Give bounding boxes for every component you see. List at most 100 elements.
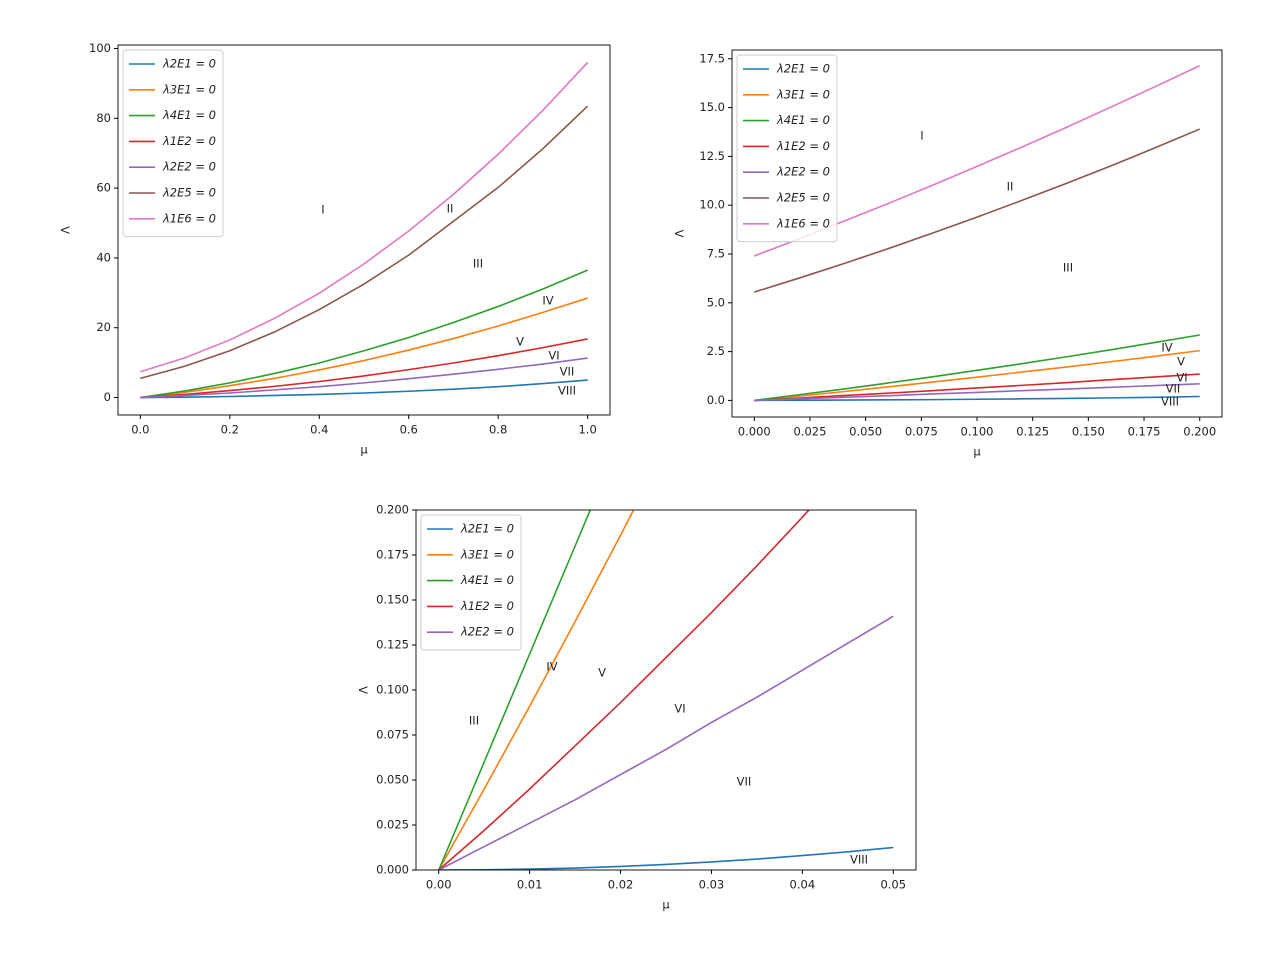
legend-label: λ3E1 = 0 xyxy=(460,547,514,561)
series-line xyxy=(140,379,588,399)
legend: λ2E1 = 0 λ3E1 = 0 λ4E1 = 0 λ1E2 = 0 λ2E2 = 0… xyxy=(122,49,224,238)
y-tick-label: 0.075 xyxy=(376,728,409,742)
region-label: V xyxy=(598,666,606,680)
series-line xyxy=(754,128,1201,293)
x-tick-label: 0.03 xyxy=(699,878,725,892)
x-tick-label: 0.00 xyxy=(426,878,452,892)
region-label: VI xyxy=(674,702,685,716)
legend-label: λ2E2 = 0 xyxy=(776,165,830,179)
subplot: 0.000 0.025 0.050 0.075 0.100 0.125 0.150 0.175… xyxy=(673,49,1223,459)
y-tick-label: 0.025 xyxy=(376,818,409,832)
y-tick-label: 15.0 xyxy=(699,100,725,114)
legend: λ2E1 = 0 λ3E1 = 0 λ4E1 = 0 λ1E2 = 0 λ2E2 = 0… xyxy=(736,54,838,243)
legend-label: λ1E2 = 0 xyxy=(776,139,830,153)
y-tick-label: 0.175 xyxy=(376,548,409,562)
y-tick-label: 0.000 xyxy=(376,863,409,877)
region-label: III xyxy=(473,257,483,271)
series-line xyxy=(754,373,1200,402)
x-tick-label: 0.02 xyxy=(608,878,634,892)
subplot: 0.00 0.01 0.02 0.03 0.04 0.05 0.000 0.025 0.050 0… xyxy=(357,503,917,912)
series-line xyxy=(140,338,588,399)
plot-frame xyxy=(415,509,917,871)
x-tick-label: 0.4 xyxy=(310,423,328,437)
series-line xyxy=(438,510,635,870)
legend-box xyxy=(122,49,224,238)
x-tick-label: 0.6 xyxy=(400,423,418,437)
legend-box xyxy=(420,514,522,651)
x-tick-label: 0.150 xyxy=(1072,425,1105,439)
series-line xyxy=(438,510,810,870)
legend-label: λ4E1 = 0 xyxy=(460,573,514,587)
y-tick-label: 10.0 xyxy=(699,198,725,212)
x-axis-label: μ xyxy=(973,445,981,459)
y-tick-label: 0.0 xyxy=(707,393,725,407)
x-tick-label: 0.04 xyxy=(790,878,816,892)
region-label: VIII xyxy=(558,384,576,398)
legend-label: λ2E2 = 0 xyxy=(162,160,216,174)
legend-label: λ1E6 = 0 xyxy=(162,211,216,225)
x-tick-label: 0.075 xyxy=(905,425,938,439)
region-label: I xyxy=(321,203,324,217)
series-line xyxy=(754,383,1200,402)
region-label: III xyxy=(469,714,479,728)
legend-label: λ3E1 = 0 xyxy=(162,82,216,96)
legend-label: λ4E1 = 0 xyxy=(776,113,830,127)
region-label: V xyxy=(1177,355,1185,369)
x-axis-label: μ xyxy=(360,443,368,457)
region-label: IV xyxy=(546,660,557,674)
region-label: VII xyxy=(1166,382,1181,396)
region-label: II xyxy=(447,202,454,216)
series-line xyxy=(140,297,588,399)
region-label: VII xyxy=(737,775,752,789)
y-tick-label: 12.5 xyxy=(699,149,725,163)
y-tick-label: 80 xyxy=(96,111,111,125)
x-tick-label: 0.01 xyxy=(517,878,543,892)
legend-label: λ1E2 = 0 xyxy=(162,134,216,148)
legend-label: λ2E5 = 0 xyxy=(776,191,830,205)
legend-label: λ2E2 = 0 xyxy=(460,625,514,639)
x-tick-label: 0.100 xyxy=(961,425,994,439)
x-tick-label: 0.8 xyxy=(489,423,507,437)
plot-frame xyxy=(117,44,611,416)
region-label: I xyxy=(920,129,923,143)
legend-label: λ2E1 = 0 xyxy=(460,522,514,536)
region-label: V xyxy=(516,335,524,349)
series-line xyxy=(438,615,894,870)
series-line xyxy=(754,349,1200,402)
legend-label: λ2E1 = 0 xyxy=(776,62,830,76)
legend: λ2E1 = 0 λ3E1 = 0 λ4E1 = 0 λ1E2 = 0 λ2E2 = 0 xyxy=(420,514,522,651)
y-tick-label: 40 xyxy=(96,250,111,264)
legend-label: λ2E1 = 0 xyxy=(162,57,216,71)
x-tick-label: 0.000 xyxy=(738,425,771,439)
y-tick-label: 0.150 xyxy=(376,593,409,607)
region-label: VI xyxy=(548,349,559,363)
legend-box xyxy=(736,54,838,243)
x-tick-label: 0.05 xyxy=(880,878,906,892)
x-tick-label: 0.200 xyxy=(1183,425,1216,439)
legend-label: λ1E6 = 0 xyxy=(776,216,830,230)
plot-frame xyxy=(731,49,1223,418)
series-line xyxy=(754,395,1200,402)
y-tick-label: 17.5 xyxy=(699,51,725,65)
y-tick-label: 60 xyxy=(96,181,111,195)
y-tick-label: 7.5 xyxy=(707,246,725,260)
legend-label: λ2E5 = 0 xyxy=(162,186,216,200)
x-tick-label: 0.0 xyxy=(131,423,149,437)
series-line xyxy=(437,510,592,870)
x-tick-label: 0.175 xyxy=(1128,425,1161,439)
y-tick-label: 0.200 xyxy=(376,503,409,517)
x-tick-label: 0.2 xyxy=(221,423,239,437)
series-line xyxy=(140,61,589,373)
y-tick-label: 100 xyxy=(89,41,111,55)
region-label: IV xyxy=(542,294,553,308)
x-tick-label: 1.0 xyxy=(578,423,596,437)
y-axis-label: Λ xyxy=(357,686,371,694)
region-label: VIII xyxy=(1161,395,1179,409)
region-label: VIII xyxy=(850,853,868,867)
region-label: III xyxy=(1063,261,1073,275)
series-line xyxy=(140,105,589,380)
y-axis-label: Λ xyxy=(59,226,73,234)
x-tick-label: 0.125 xyxy=(1016,425,1049,439)
